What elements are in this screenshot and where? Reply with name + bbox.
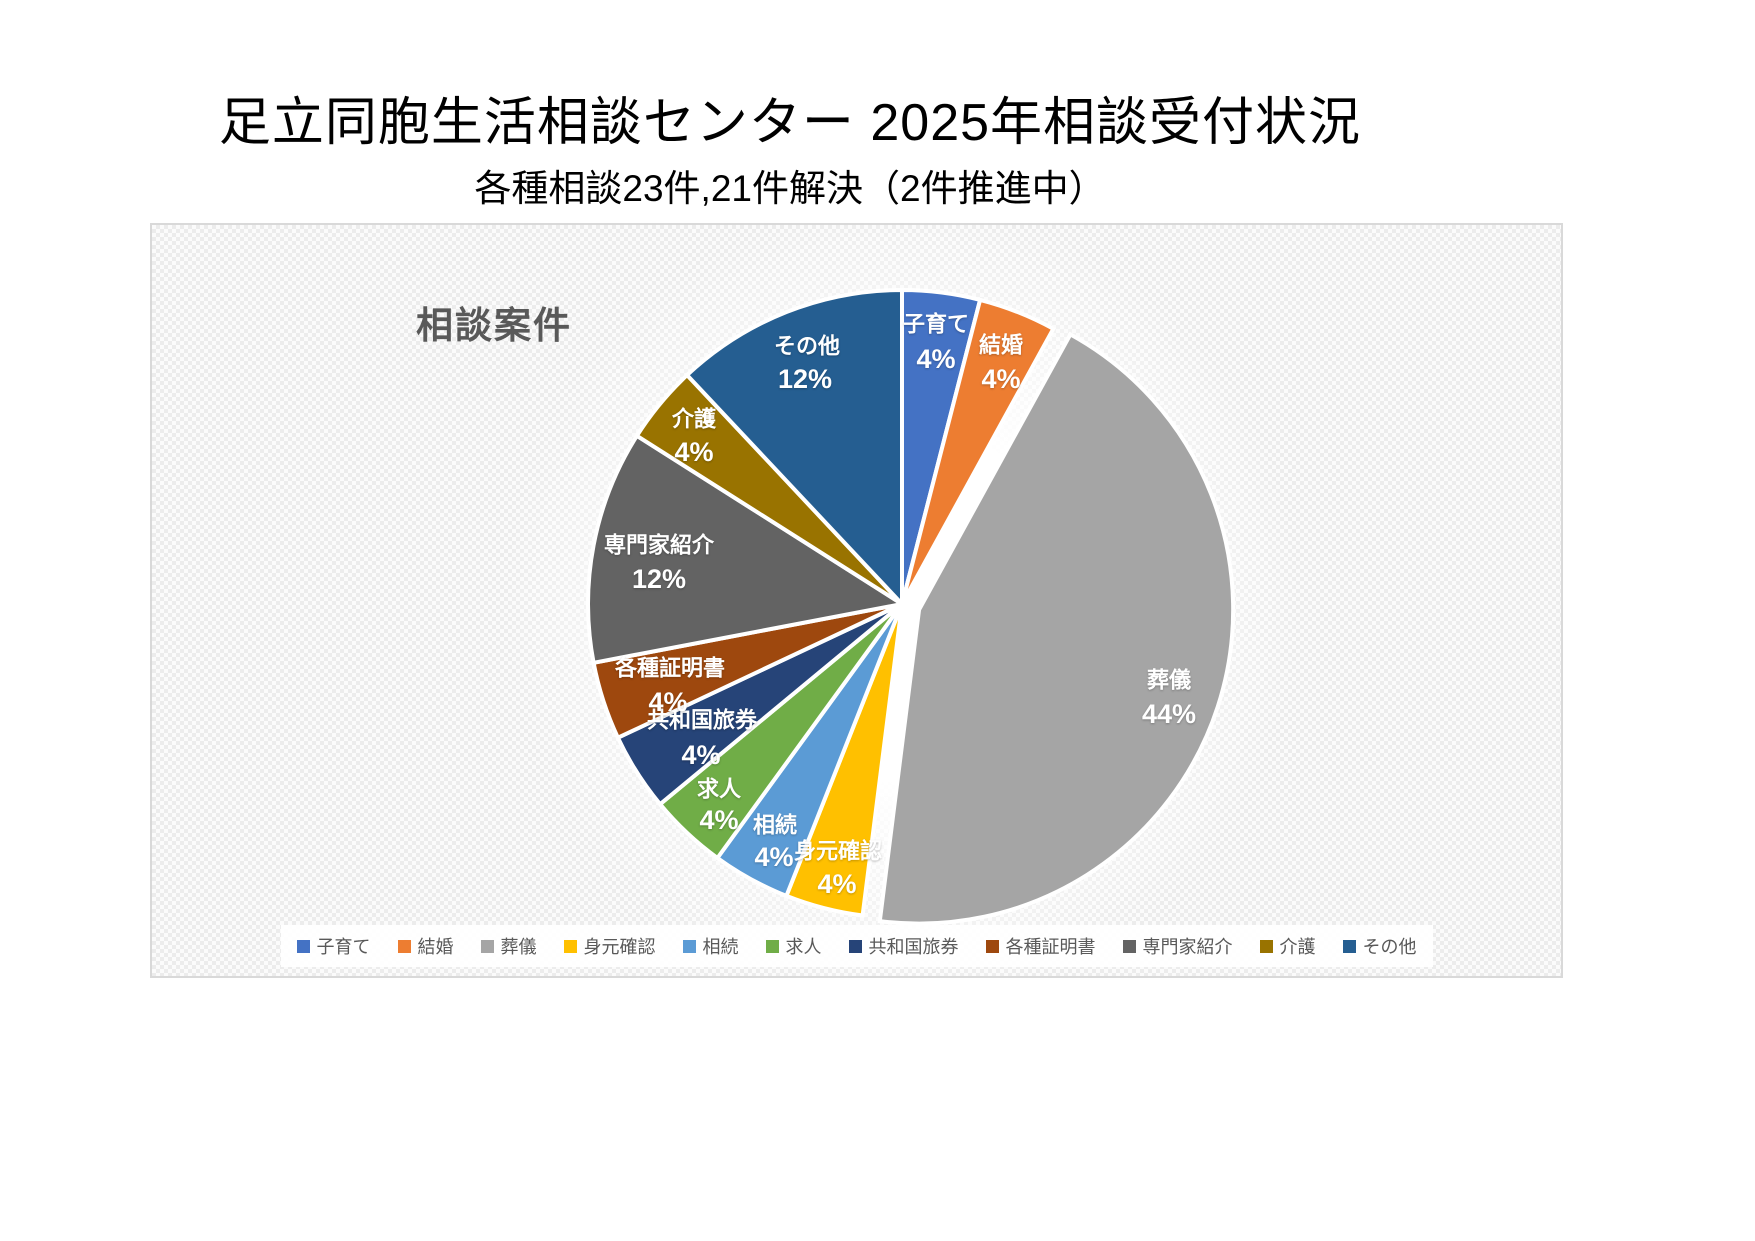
chart-legend: 子育て 結婚 葬儀 身元確認 相続 求人 共和国旅券 各種証明書 専門家紹介 介護 その他 [280,925,1433,967]
legend-label-専門家紹介: 専門家紹介 [1142,937,1233,957]
legend-item-各種証明書: 各種証明書 [985,933,1096,959]
legend-marker-共和国旅券 [848,939,862,953]
slice-pct-結婚: 4% [981,364,1020,394]
legend-marker-求人 [765,939,779,953]
slice-pct-子育て: 4% [916,344,955,374]
slice-pct-葬儀: 44% [1142,699,1196,729]
legend-marker-専門家紹介 [1122,939,1136,953]
pie-slice-その他 [684,287,904,610]
legend-label-身元確認: 身元確認 [583,937,656,957]
slice-name-求人: 求人 [697,777,741,802]
legend-label-その他: その他 [1362,937,1417,957]
page-title: 足立同胞生活相談センター 2025年相談受付状況 [218,94,1362,152]
legend-label-各種証明書: 各種証明書 [1005,937,1096,957]
pie-slice-結婚 [900,297,1057,605]
slice-pct-介護: 4% [674,437,713,467]
slice-pct-専門家紹介: 12% [632,564,686,594]
legend-label-葬儀: 葬儀 [500,937,537,957]
slice-pct-相続: 4% [754,842,793,872]
legend-label-相続: 相続 [702,937,739,957]
slice-name-結婚: 結婚 [979,333,1023,358]
legend-marker-結婚 [397,939,411,953]
slice-name-専門家紹介: 専門家紹介 [604,533,715,558]
slice-name-葬儀: 葬儀 [1147,668,1191,693]
slice-pct-求人: 4% [699,805,738,835]
legend-item-求人: 求人 [765,933,822,959]
legend-label-子育て: 子育て [316,937,371,957]
legend-item-身元確認: 身元確認 [563,933,656,959]
legend-item-子育て: 子育て [296,933,371,959]
slice-pct-共和国旅券: 4% [681,740,720,770]
slice-name-その他: その他 [774,334,840,359]
page-subtitle: 各種相談23件,21件解決（2件推進中） [474,168,1106,209]
legend-label-共和国旅券: 共和国旅券 [868,937,959,957]
legend-label-結婚: 結婚 [417,937,454,957]
chart-title: 相談案件 [416,305,572,346]
slice-pct-その他: 12% [778,364,832,394]
legend-label-求人: 求人 [785,937,822,957]
slice-name-身元確認: 身元確認 [794,839,882,864]
slice-name-介護: 介護 [671,407,717,432]
legend-item-その他: その他 [1342,933,1417,959]
legend-marker-各種証明書 [985,939,999,953]
slice-name-子育て: 子育て [903,312,969,337]
pie-slice-葬儀 [877,331,1236,926]
slice-name-各種証明書: 各種証明書 [614,656,725,681]
legend-label-介護: 介護 [1279,937,1316,957]
slice-name-相続: 相続 [753,813,797,838]
pie-slice-専門家紹介 [586,433,908,666]
legend-marker-相続 [682,939,696,953]
legend-item-介護: 介護 [1259,933,1316,959]
slice-pct-各種証明書: 4% [648,687,687,717]
legend-marker-介護 [1259,939,1273,953]
slice-pct-身元確認: 4% [817,869,856,899]
legend-marker-その他 [1342,939,1356,953]
legend-marker-葬儀 [480,939,494,953]
legend-marker-子育て [296,939,310,953]
slice-name-共和国旅券: 共和国旅券 [647,708,758,733]
legend-item-専門家紹介: 専門家紹介 [1122,933,1233,959]
legend-item-相続: 相続 [682,933,739,959]
legend-item-結婚: 結婚 [397,933,454,959]
legend-marker-身元確認 [563,939,577,953]
legend-item-葬儀: 葬儀 [480,933,537,959]
chart-area: 子育て 4% 結婚 4% 葬儀 44% 身元確認 4% 相続 4% 求人 4% 共和国旅券 4% 各種証明書… [150,223,1563,978]
legend-item-共和国旅券: 共和国旅券 [848,933,959,959]
